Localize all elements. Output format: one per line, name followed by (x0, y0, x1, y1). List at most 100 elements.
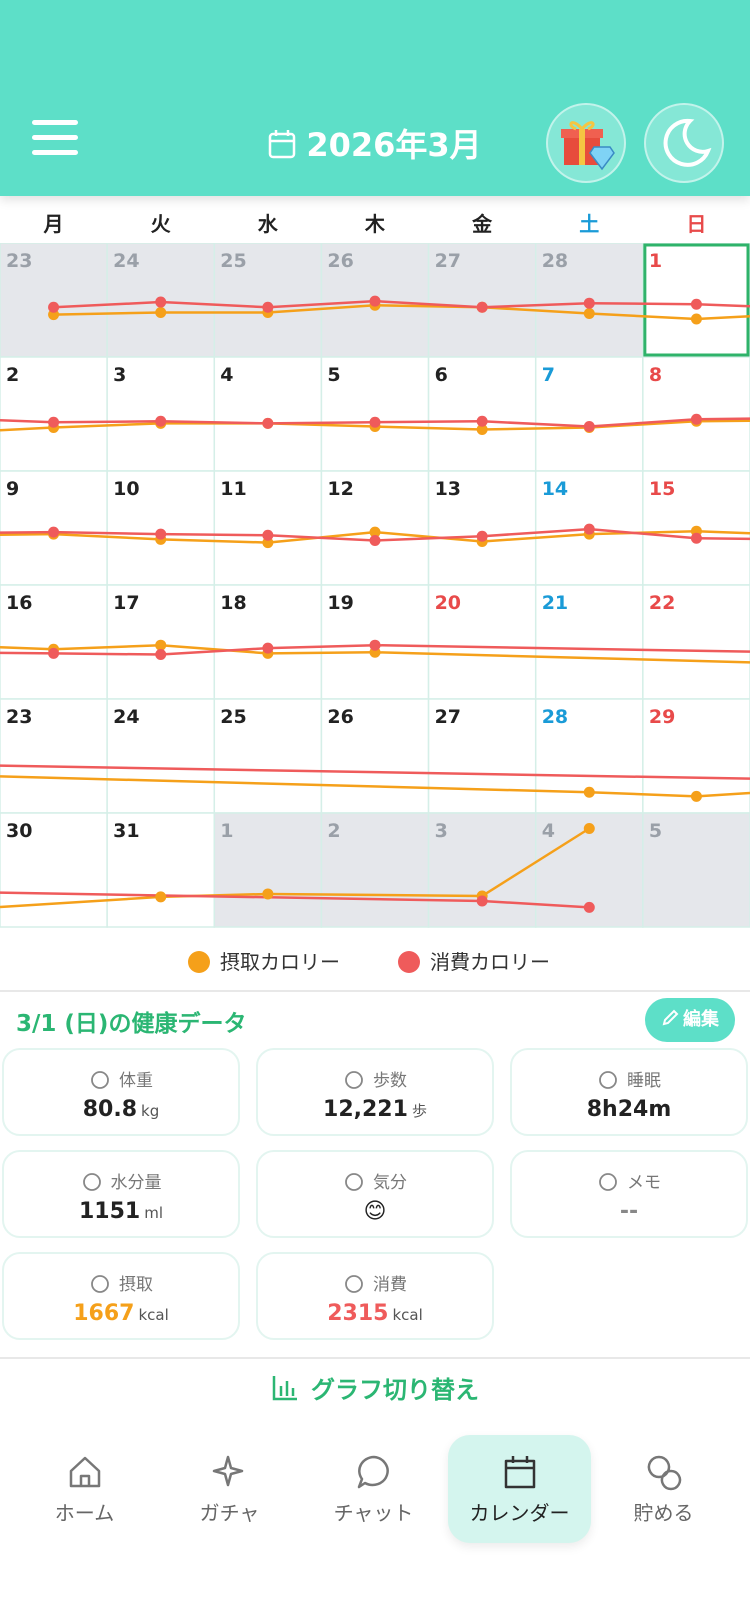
day-cell[interactable] (213, 584, 323, 700)
legend-swatch (188, 951, 210, 973)
legend-item: 摂取カロリー (188, 946, 340, 975)
nav-icon-shape (504, 1456, 535, 1489)
card-value-row: 8h24m (512, 1097, 746, 1122)
card-icon (345, 1275, 363, 1293)
trend-connector (374, 299, 483, 309)
calorie-point (262, 529, 274, 541)
day-cell[interactable] (320, 356, 430, 472)
calorie-point (262, 301, 274, 313)
health-card[interactable]: 消費 2315 kcal (256, 1252, 494, 1340)
trend-connector (481, 827, 590, 898)
trend-connector (696, 417, 750, 421)
nav-item[interactable]: 貯める (592, 1435, 735, 1543)
theme-button[interactable] (644, 103, 724, 183)
day-cell[interactable] (0, 356, 108, 472)
day-cell[interactable] (642, 584, 750, 700)
card-label: 気分 (373, 1173, 407, 1193)
health-card[interactable]: 水分量 1151 ml (2, 1150, 240, 1238)
nav-item[interactable]: ガチャ (158, 1435, 301, 1543)
card-icon (91, 1071, 109, 1089)
calorie-point (583, 297, 595, 309)
day-cell[interactable] (213, 470, 323, 586)
nav-icon-shape (212, 1455, 243, 1487)
icon-shape (345, 1275, 363, 1293)
calorie-point (476, 530, 488, 542)
icon-shape (599, 1173, 617, 1191)
day-cell[interactable] (106, 698, 216, 814)
calorie-point (476, 301, 488, 313)
selected-day (643, 243, 750, 357)
day-cell[interactable] (0, 243, 108, 358)
calorie-point (583, 523, 595, 535)
day-cell[interactable] (534, 584, 644, 700)
calorie-point (48, 526, 60, 538)
trend-connector (53, 652, 161, 656)
trend-connector (482, 532, 590, 543)
calorie-point (155, 307, 167, 319)
day-cell[interactable] (0, 812, 108, 928)
menu-button[interactable] (32, 118, 80, 158)
day-cell[interactable] (0, 470, 108, 586)
health-card[interactable]: 歩数 12,221 歩 (256, 1048, 494, 1136)
calorie-point (369, 535, 381, 547)
day-cell[interactable] (106, 812, 216, 928)
card-unit: kg (141, 1102, 160, 1120)
nav-icon-shape (69, 1456, 100, 1488)
day-cell[interactable] (427, 812, 537, 928)
day-cell[interactable] (642, 812, 750, 928)
day-number: 5 (327, 364, 340, 386)
nav-item[interactable]: チャット (302, 1435, 445, 1543)
card-value-row: 1151 ml (4, 1199, 238, 1224)
day-cell[interactable] (106, 470, 216, 586)
day-cell[interactable] (534, 356, 644, 472)
day-cell[interactable] (320, 812, 430, 928)
day-number: 23 (6, 250, 32, 272)
nav-item[interactable]: カレンダー (448, 1435, 591, 1543)
trend-connector (53, 420, 161, 424)
day-number: 25 (220, 706, 246, 728)
card-value: 😊 (363, 1199, 387, 1224)
day-cell[interactable] (427, 470, 537, 586)
day-cell[interactable] (106, 356, 216, 472)
month-title[interactable]: 2026年3月 (0, 120, 750, 166)
day-number: 5 (649, 820, 662, 842)
trend-connector (267, 303, 376, 314)
trend-connector (374, 643, 750, 653)
day-number: 27 (435, 250, 461, 272)
day-number: 12 (327, 478, 353, 500)
nav-label: チャット (333, 1501, 414, 1525)
calorie-point (690, 790, 702, 802)
card-icon (599, 1071, 617, 1089)
day-cell[interactable] (213, 356, 323, 472)
calorie-point (155, 649, 167, 661)
legend-label: 摂取カロリー (220, 950, 340, 974)
card-value-row: 😊 (258, 1199, 492, 1224)
health-card[interactable]: 気分 😊 (256, 1150, 494, 1238)
health-card[interactable]: メモ -- (510, 1150, 748, 1238)
health-card[interactable]: 摂取 1667 kcal (2, 1252, 240, 1340)
trend-connector (482, 426, 590, 431)
graph-toggle[interactable]: グラフ切り替え (0, 1370, 750, 1405)
calorie-point (690, 313, 702, 325)
nav-item[interactable]: ホーム (13, 1435, 156, 1543)
weekday-label: 水 (257, 212, 278, 236)
trend-connector (589, 312, 697, 321)
card-unit: ml (144, 1204, 163, 1222)
trend-connector (482, 899, 590, 909)
day-number: 2 (6, 364, 19, 386)
trend-connector (374, 651, 750, 664)
day-cell[interactable] (0, 698, 108, 814)
nav-icon-shape (357, 1455, 389, 1489)
day-number: 18 (220, 592, 246, 614)
legend-label: 消費カロリー (430, 950, 550, 974)
calorie-point (690, 298, 702, 310)
health-card[interactable]: 体重 80.8 kg (2, 1048, 240, 1136)
nav-label: ホーム (54, 1501, 115, 1525)
card-value: 1151 (78, 1199, 141, 1224)
health-card[interactable]: 睡眠 8h24m (510, 1048, 748, 1136)
calorie-point (476, 415, 488, 427)
gift-button[interactable] (546, 103, 626, 183)
edit-button[interactable]: 編集 (645, 998, 735, 1042)
day-number: 1 (220, 820, 233, 842)
